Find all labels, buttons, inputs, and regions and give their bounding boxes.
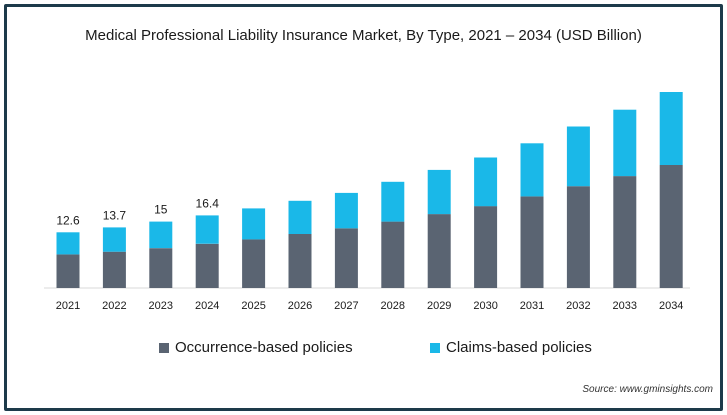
bar-occurrence-2029 <box>427 214 451 288</box>
bar-occurrence-2025 <box>242 239 266 288</box>
bar-claims-2023 <box>149 221 173 249</box>
data-label-2023: 15 <box>154 203 168 217</box>
bar-occurrence-2033 <box>613 176 637 288</box>
bar-occurrence-2026 <box>288 234 312 288</box>
legend-swatch-occurrence <box>159 342 169 353</box>
x-tick-label-2022: 2022 <box>102 300 126 312</box>
bar-claims-2028 <box>381 181 405 222</box>
bar-occurrence-2022 <box>102 251 126 288</box>
x-tick-label-2034: 2034 <box>659 300 683 312</box>
x-tick-label-2031: 2031 <box>520 300 544 312</box>
bar-claims-2032 <box>566 126 590 187</box>
bar-claims-2033 <box>613 109 637 177</box>
data-label-2022: 13.7 <box>103 208 127 222</box>
bar-occurrence-2027 <box>334 228 358 288</box>
data-label-2024: 16.4 <box>196 196 220 210</box>
x-tick-label-2025: 2025 <box>241 300 265 312</box>
bar-occurrence-2031 <box>520 196 544 288</box>
bar-occurrence-2021 <box>56 254 80 288</box>
bar-claims-2031 <box>520 143 544 197</box>
x-tick-label-2027: 2027 <box>334 300 358 312</box>
x-tick-label-2029: 2029 <box>427 300 451 312</box>
bar-claims-2021 <box>56 232 80 255</box>
bar-claims-2022 <box>102 227 126 252</box>
bar-claims-2026 <box>288 200 312 234</box>
bar-claims-2034 <box>659 92 683 165</box>
legend-label-claims: Claims-based policies <box>446 339 592 356</box>
bar-occurrence-2030 <box>474 206 498 288</box>
bar-claims-2030 <box>474 157 498 207</box>
bar-occurrence-2028 <box>381 221 405 288</box>
bar-claims-2025 <box>242 208 266 240</box>
x-tick-label-2026: 2026 <box>288 300 312 312</box>
x-tick-label-2023: 2023 <box>149 300 173 312</box>
data-label-2021: 12.6 <box>56 213 80 227</box>
bar-claims-2027 <box>334 192 358 229</box>
chart-title: Medical Professional Liability Insurance… <box>85 27 642 44</box>
legend-item-claims: Claims-based policies <box>430 339 592 356</box>
x-tick-label-2033: 2033 <box>613 300 637 312</box>
source-note: Source: www.gminsights.com <box>582 384 713 395</box>
bar-occurrence-2024 <box>195 243 219 288</box>
legend-item-occurrence: Occurrence-based policies <box>159 339 353 356</box>
bar-claims-2024 <box>195 215 219 244</box>
chart-frame <box>4 4 723 411</box>
bar-occurrence-2034 <box>659 165 683 288</box>
bar-occurrence-2023 <box>149 248 173 288</box>
legend-swatch-claims <box>430 342 440 353</box>
legend-label-occurrence: Occurrence-based policies <box>175 339 353 356</box>
x-tick-label-2028: 2028 <box>381 300 405 312</box>
bar-claims-2029 <box>427 169 451 215</box>
x-tick-label-2030: 2030 <box>473 300 497 312</box>
x-tick-label-2021: 2021 <box>56 300 80 312</box>
x-tick-label-2024: 2024 <box>195 300 219 312</box>
x-tick-label-2032: 2032 <box>566 300 590 312</box>
legend: Occurrence-based policies Claims-based p… <box>0 339 727 361</box>
bar-occurrence-2032 <box>566 186 590 288</box>
